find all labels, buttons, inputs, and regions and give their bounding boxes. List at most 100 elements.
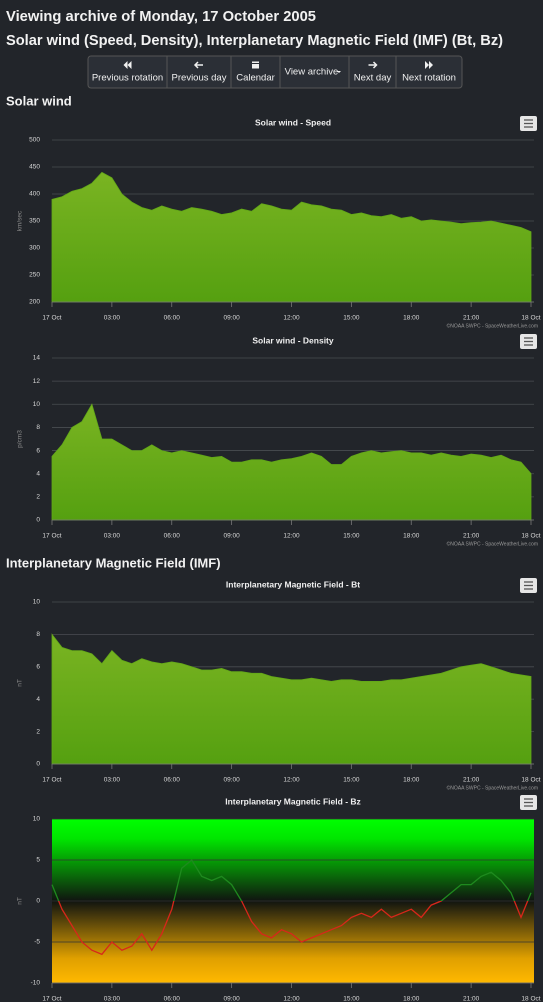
x-tick-label: 21:00: [463, 315, 480, 322]
section-heading: Solar wind: [6, 93, 72, 108]
y-tick-label: 2: [36, 494, 40, 501]
y-tick-label: 6: [36, 447, 40, 454]
x-tick-label: 15:00: [343, 777, 360, 784]
nav-button[interactable]: Previous rotation: [92, 61, 163, 84]
x-tick-label: 21:00: [463, 996, 480, 1002]
icon: [425, 61, 433, 69]
y-tick-label: -5: [34, 939, 40, 946]
button-label[interactable]: Calendar: [236, 73, 275, 84]
x-tick-label: 18:00: [403, 315, 420, 322]
y-tick-label: 4: [36, 696, 40, 703]
chart: Interplanetary Magnetic Field - Bz nT -10 -…: [17, 795, 541, 1002]
y-tick-label: 10: [33, 599, 41, 606]
y-tick-label: 500: [29, 137, 40, 144]
page-title: Viewing archive of Monday, 17 October 20…: [6, 8, 316, 25]
x-tick-label: 12:00: [283, 533, 300, 540]
y-tick-label: 6: [36, 664, 40, 671]
x-tick-label: 03:00: [104, 996, 121, 1002]
x-tick-label: 12:00: [283, 315, 300, 322]
y-axis-label: nT: [17, 679, 24, 687]
x-tick-label: 12:00: [283, 777, 300, 784]
menu-button[interactable]: [520, 116, 537, 131]
x-tick-label: 03:00: [104, 533, 121, 540]
y-axis-label: nT: [17, 897, 24, 905]
chart: Interplanetary Magnetic Field - Bt nT 0 2 4 6…: [17, 578, 541, 791]
x-tick-label: 18 Oct: [521, 315, 540, 322]
menu-button[interactable]: [520, 795, 537, 810]
icon: [337, 71, 341, 73]
x-tick-label: 18 Oct: [521, 777, 540, 784]
y-tick-label: 8: [36, 631, 40, 638]
chart: Solar wind - Density p/cm3 0 2 4 6 8 10 12 14 17 O…: [17, 334, 541, 547]
y-tick-label: 2: [36, 728, 40, 735]
x-tick-label: 17 Oct: [42, 315, 61, 322]
button-label[interactable]: View archive: [285, 67, 339, 78]
x-tick-label: 18 Oct: [521, 996, 540, 1002]
y-tick-label: 0: [36, 761, 40, 768]
x-tick-label: 18 Oct: [521, 533, 540, 540]
y-tick-label: 10: [33, 401, 41, 408]
x-tick-label: 03:00: [104, 777, 121, 784]
x-tick-label: 06:00: [164, 996, 181, 1002]
nav-button[interactable]: Next day: [348, 56, 392, 88]
button-label[interactable]: Next rotation: [402, 73, 456, 84]
x-tick-label: 09:00: [223, 533, 240, 540]
credit: ©NOAA SWPC - SpaceWeatherLive.com: [447, 322, 538, 329]
x-tick-label: 15:00: [343, 996, 360, 1002]
x-tick-label: 03:00: [104, 315, 121, 322]
y-tick-label: 10: [33, 816, 41, 823]
y-tick-label: 8: [36, 424, 40, 431]
nav-button[interactable]: View archive: [279, 56, 341, 88]
x-tick-label: 18:00: [403, 996, 420, 1002]
chart-title: Solar wind - Density: [252, 335, 334, 345]
icon: [123, 61, 132, 69]
y-axis-label: p/cm3: [17, 430, 24, 448]
y-tick-label: 0: [36, 517, 40, 524]
y-tick-label: 0: [36, 898, 40, 905]
x-tick-label: 06:00: [164, 315, 181, 322]
y-axis-label: km/sec: [17, 210, 24, 231]
y-tick-label: 4: [36, 470, 40, 477]
y-tick-label: 14: [33, 355, 41, 362]
y-tick-label: 200: [29, 299, 40, 306]
icon: [193, 61, 203, 69]
button-label[interactable]: Previous rotation: [92, 73, 163, 84]
x-tick-label: 15:00: [343, 533, 360, 540]
credit: ©NOAA SWPC - SpaceWeatherLive.com: [447, 784, 538, 791]
x-tick-label: 17 Oct: [42, 996, 61, 1002]
credit: ©NOAA SWPC - SpaceWeatherLive.com: [447, 540, 538, 547]
page-subtitle: Solar wind (Speed, Density), Interplanet…: [6, 32, 503, 49]
button-label[interactable]: Next day: [354, 73, 392, 84]
button-label[interactable]: Previous day: [172, 73, 227, 84]
x-tick-label: 09:00: [223, 996, 240, 1002]
menu-button[interactable]: [520, 334, 537, 349]
chart: Solar wind - Speed km/sec 200 250 300 350 400 4…: [17, 116, 541, 329]
area: [51, 403, 532, 521]
x-tick-label: 17 Oct: [42, 777, 61, 784]
y-tick-label: 12: [33, 378, 41, 385]
chart-title: Interplanetary Magnetic Field - Bt: [226, 579, 360, 589]
x-tick-label: 18:00: [403, 533, 420, 540]
x-tick-label: 09:00: [223, 315, 240, 322]
x-tick-label: 21:00: [463, 777, 480, 784]
x-tick-label: 18:00: [403, 777, 420, 784]
nav-buttons: Previous rotation Previous day Calendar Vie…: [87, 55, 463, 89]
x-tick-label: 12:00: [283, 996, 300, 1002]
x-tick-label: 06:00: [164, 533, 181, 540]
menu-button[interactable]: [520, 578, 537, 593]
chart-title: Solar wind - Speed: [255, 117, 331, 127]
x-tick-label: 21:00: [463, 533, 480, 540]
nav-button[interactable]: Calendar: [230, 56, 275, 88]
line: [51, 859, 532, 956]
x-tick-label: 15:00: [343, 315, 360, 322]
icon: [252, 61, 259, 69]
button-group-border: [87, 55, 463, 89]
nav-button[interactable]: Next rotation: [395, 56, 456, 88]
y-tick-label: 450: [29, 164, 40, 171]
y-tick-label: 250: [29, 272, 40, 279]
y-tick-label: 300: [29, 245, 40, 252]
y-tick-label: 5: [36, 857, 40, 864]
nav-button[interactable]: Previous day: [166, 56, 227, 88]
x-tick-label: 06:00: [164, 777, 181, 784]
